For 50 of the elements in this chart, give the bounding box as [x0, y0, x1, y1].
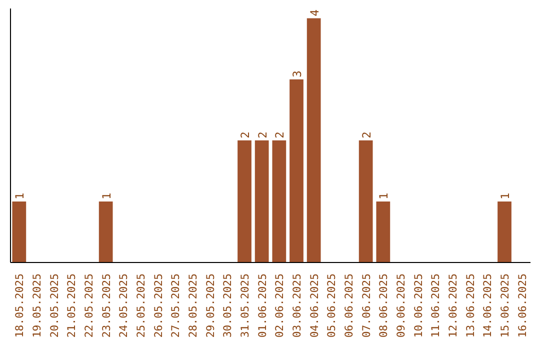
data-label: 1 — [99, 192, 114, 200]
x-tick-label: 18.05.2025 — [13, 274, 26, 338]
x-tick-label: 14.06.2025 — [481, 274, 494, 338]
x-tick-label: 11.06.2025 — [429, 274, 442, 338]
x-tick-label: 23.05.2025 — [100, 274, 113, 338]
x-tick-label: 15.06.2025 — [498, 274, 512, 338]
x-tick-label: 04.06.2025 — [308, 274, 321, 338]
x-tick-label: 03.06.2025 — [290, 274, 304, 338]
x-tick-label: 28.05.2025 — [186, 274, 200, 338]
bar — [290, 79, 304, 262]
x-tick-label: 30.05.2025 — [221, 274, 234, 338]
x-tick-label: 27.05.2025 — [169, 274, 182, 338]
data-label: 2 — [255, 132, 270, 138]
bar — [254, 140, 269, 262]
bar — [12, 201, 26, 262]
x-tick-label: 07.06.2025 — [360, 274, 373, 338]
x-tick-label: 26.05.2025 — [152, 274, 165, 338]
data-label: 1 — [498, 192, 512, 200]
x-tick-label: 31.05.2025 — [238, 274, 252, 338]
data-label: 3 — [290, 70, 304, 78]
x-tick-label: 10.06.2025 — [412, 274, 425, 338]
bar — [272, 140, 286, 262]
data-label: 2 — [359, 132, 374, 138]
x-tick-label: 21.05.2025 — [65, 274, 78, 338]
x-tick-label: 25.05.2025 — [134, 274, 148, 338]
x-tick-label: 20.05.2025 — [48, 274, 61, 338]
bar — [306, 18, 321, 262]
data-label: 1 — [376, 192, 391, 200]
bar — [498, 201, 512, 262]
x-tick-label: 24.05.2025 — [117, 274, 130, 338]
x-tick-label: 13.06.2025 — [464, 274, 477, 338]
x-tick-label: 08.06.2025 — [377, 274, 390, 338]
data-label: 2 — [272, 132, 287, 138]
x-tick-label: 29.05.2025 — [204, 274, 217, 338]
data-label: 1 — [12, 192, 27, 200]
bar — [376, 201, 390, 262]
x-tick-label: 01.06.2025 — [256, 274, 269, 338]
x-tick-label: 19.05.2025 — [30, 274, 44, 338]
bar — [98, 201, 113, 262]
x-tick-label: 06.06.2025 — [342, 274, 356, 338]
bar — [358, 140, 373, 262]
bar — [238, 140, 252, 262]
x-tick-label: 02.06.2025 — [273, 274, 286, 338]
x-tick-label: 09.06.2025 — [394, 274, 408, 338]
x-tick-label: 12.06.2025 — [446, 274, 460, 338]
data-label: 4 — [307, 9, 322, 16]
x-tick-label: 05.06.2025 — [325, 274, 338, 338]
data-label: 2 — [238, 132, 252, 138]
x-tick-label: 22.05.2025 — [82, 274, 96, 338]
x-tick-label: 16.06.2025 — [516, 274, 529, 338]
